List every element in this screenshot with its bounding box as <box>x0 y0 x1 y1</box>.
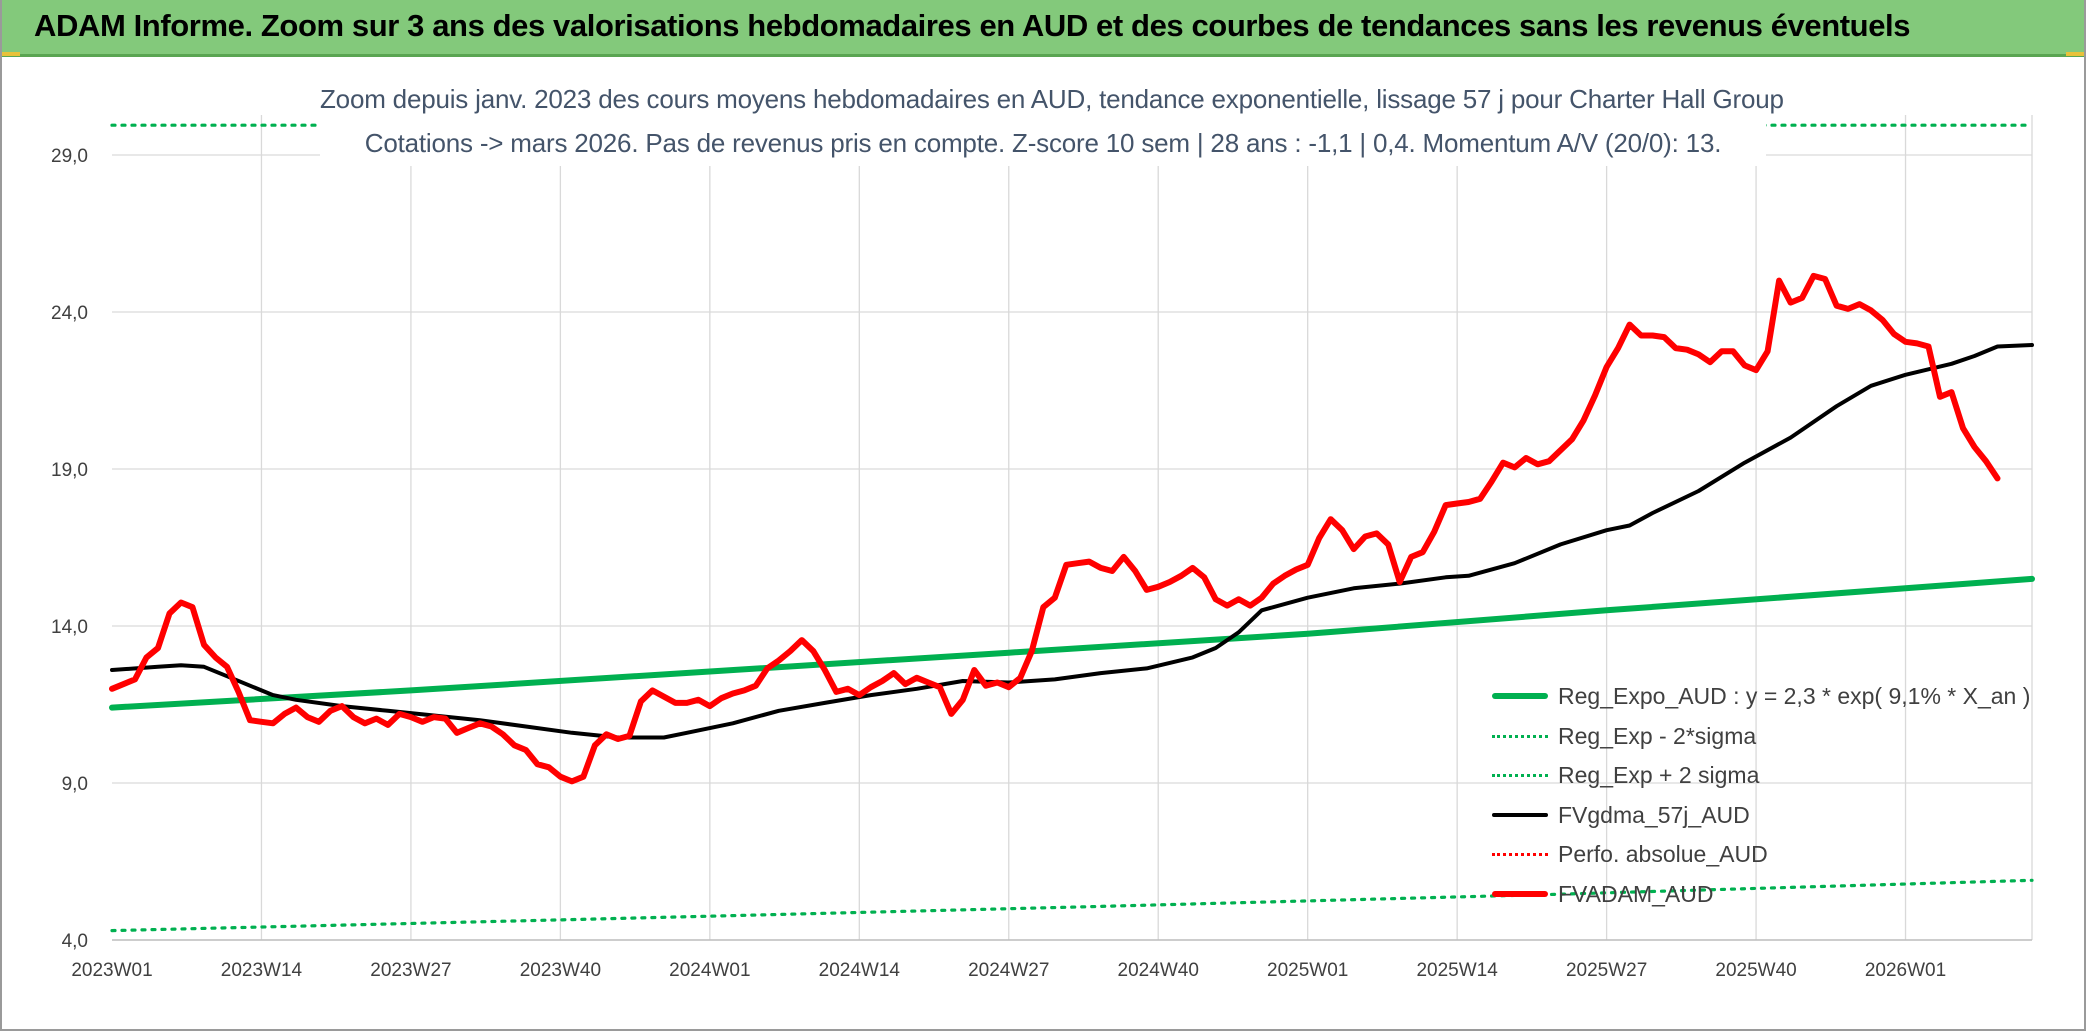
x-axis-tick-labels: 2023W01 2023W14 2023W27 2023W40 2024W01 2024W… <box>71 960 1946 981</box>
legend-swatch <box>1492 813 1548 817</box>
x-tick-label: 2025W14 <box>1416 960 1498 981</box>
legend-label: FVgdma_57j_AUD <box>1558 802 1750 828</box>
series-line-5 <box>109 272 2001 785</box>
y-tick-label: 19,0 <box>51 460 88 481</box>
legend-label: Reg_Exp + 2 sigma <box>1558 762 1760 788</box>
banner-title: ADAM Informe. Zoom sur 3 ans des valoris… <box>34 8 1911 43</box>
x-tick-label: 2024W27 <box>968 960 1049 981</box>
series-line-0 <box>109 575 2035 711</box>
legend-label: Reg_Exp - 2*sigma <box>1558 723 1757 749</box>
x-tick-label: 2025W27 <box>1566 960 1647 981</box>
x-tick-label: 2025W01 <box>1267 960 1348 981</box>
y-tick-label: 4,0 <box>62 931 88 952</box>
x-tick-label: 2024W40 <box>1118 960 1199 981</box>
x-tick-label: 2025W40 <box>1715 960 1796 981</box>
banner: ADAM Informe. Zoom sur 3 ans des valoris… <box>2 0 2084 57</box>
legend-swatch <box>1492 735 1548 738</box>
x-tick-label: 2024W01 <box>669 960 750 981</box>
banner-corner-right <box>2066 52 2084 56</box>
subtitle-box <box>320 78 1766 166</box>
x-tick-label: 2026W01 <box>1865 960 1946 981</box>
x-tick-label: 2023W14 <box>221 960 303 981</box>
legend-swatch <box>1492 693 1548 699</box>
x-tick-label: 2023W01 <box>71 960 152 981</box>
y-tick-label: 24,0 <box>51 303 88 324</box>
legend-swatch <box>1492 774 1548 777</box>
x-tick-label: 2024W14 <box>819 960 901 981</box>
y-axis-tick-labels: 4,0 9,0 14,0 19,0 24,0 29,0 <box>51 146 88 952</box>
legend-label: Perfo. absolue_AUD <box>1558 841 1768 867</box>
legend-label: Reg_Expo_AUD : y = 2,3 * exp( 9,1% * X_a… <box>1558 683 2031 709</box>
x-tick-label: 2023W27 <box>370 960 451 981</box>
legend-swatch <box>1492 891 1548 897</box>
series-line-3 <box>110 343 2034 740</box>
x-tick-label: 2023W40 <box>520 960 601 981</box>
series-line-1 <box>110 878 2034 933</box>
y-tick-label: 9,0 <box>62 774 88 795</box>
banner-corner-left <box>2 52 20 56</box>
y-tick-label: 29,0 <box>51 146 88 167</box>
legend-swatch <box>1492 853 1548 856</box>
legend-label: FVADAM_AUD <box>1558 881 1714 907</box>
chart-subtitle-line2: Cotations -> mars 2026. Pas de revenus p… <box>364 128 1722 158</box>
chart-subtitle-line1: Zoom depuis janv. 2023 des cours moyens … <box>320 84 1784 114</box>
y-tick-label: 14,0 <box>51 617 88 638</box>
